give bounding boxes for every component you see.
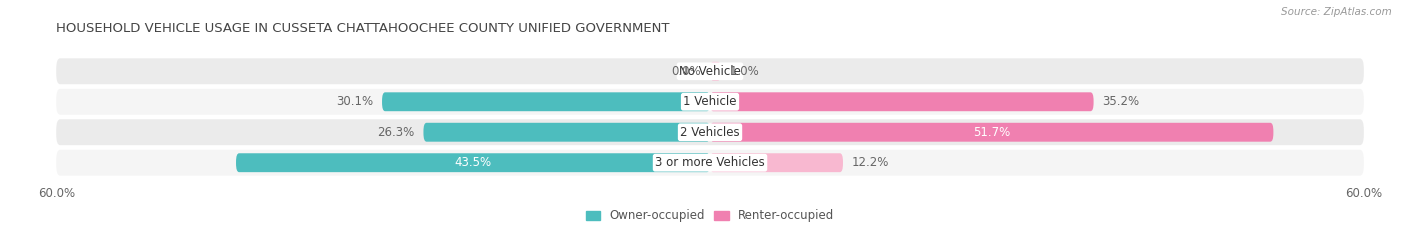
Text: 12.2%: 12.2% — [852, 156, 889, 169]
FancyBboxPatch shape — [710, 123, 1274, 142]
FancyBboxPatch shape — [56, 58, 1364, 84]
Text: 1.0%: 1.0% — [730, 65, 759, 78]
FancyBboxPatch shape — [710, 92, 1094, 111]
Text: 3 or more Vehicles: 3 or more Vehicles — [655, 156, 765, 169]
FancyBboxPatch shape — [56, 119, 1364, 145]
FancyBboxPatch shape — [423, 123, 710, 142]
Text: 30.1%: 30.1% — [336, 95, 374, 108]
FancyBboxPatch shape — [710, 62, 721, 81]
FancyBboxPatch shape — [236, 153, 710, 172]
FancyBboxPatch shape — [56, 89, 1364, 115]
Text: 43.5%: 43.5% — [454, 156, 492, 169]
FancyBboxPatch shape — [710, 153, 844, 172]
Text: 51.7%: 51.7% — [973, 126, 1011, 139]
Text: 0.0%: 0.0% — [672, 65, 702, 78]
Legend: Owner-occupied, Renter-occupied: Owner-occupied, Renter-occupied — [586, 209, 834, 223]
Text: 1 Vehicle: 1 Vehicle — [683, 95, 737, 108]
Text: No Vehicle: No Vehicle — [679, 65, 741, 78]
Text: HOUSEHOLD VEHICLE USAGE IN CUSSETA CHATTAHOOCHEE COUNTY UNIFIED GOVERNMENT: HOUSEHOLD VEHICLE USAGE IN CUSSETA CHATT… — [56, 22, 669, 35]
Text: 2 Vehicles: 2 Vehicles — [681, 126, 740, 139]
FancyBboxPatch shape — [382, 92, 710, 111]
FancyBboxPatch shape — [56, 150, 1364, 176]
Text: 35.2%: 35.2% — [1102, 95, 1139, 108]
Text: Source: ZipAtlas.com: Source: ZipAtlas.com — [1281, 7, 1392, 17]
Text: 26.3%: 26.3% — [377, 126, 415, 139]
